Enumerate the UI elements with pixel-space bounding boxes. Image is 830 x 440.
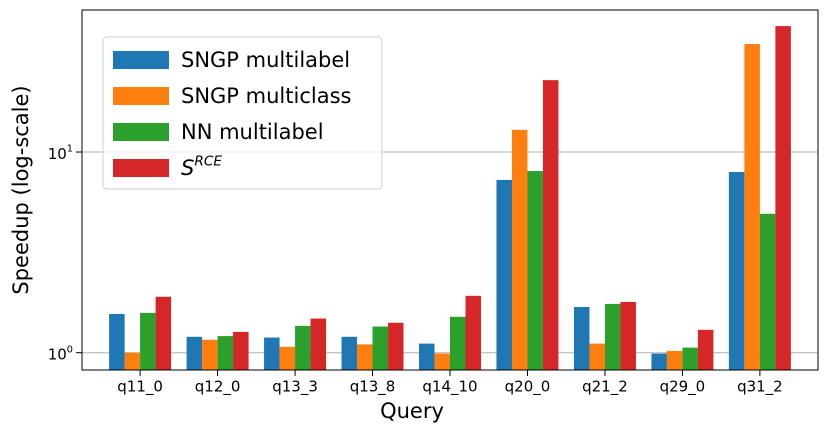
bar xyxy=(775,26,791,370)
legend-swatch xyxy=(113,123,169,141)
bar xyxy=(697,329,714,370)
bar xyxy=(589,343,605,370)
bar xyxy=(295,325,311,370)
bar xyxy=(186,336,203,370)
bar xyxy=(310,318,327,370)
bar xyxy=(124,352,141,370)
x-tick-label: q13_3 xyxy=(272,378,318,397)
y-axis-label: Speedup (log-scale) xyxy=(9,85,33,294)
x-tick-label: q14_10 xyxy=(422,378,477,397)
legend-swatch xyxy=(113,87,169,105)
bar xyxy=(202,339,218,370)
bar xyxy=(372,326,389,370)
bar xyxy=(496,179,512,370)
bar xyxy=(759,213,776,370)
plot-frame xyxy=(81,9,819,371)
bar xyxy=(357,344,373,370)
x-tick-label: q12_0 xyxy=(195,378,241,397)
bar xyxy=(744,44,760,370)
bar xyxy=(388,322,404,370)
bar xyxy=(682,347,698,370)
y-tick-label: 101 xyxy=(48,144,73,163)
x-axis-label: Query xyxy=(380,399,444,423)
x-tick-label: q20_0 xyxy=(505,378,551,397)
bar xyxy=(155,296,172,370)
y-tick-label: 100 xyxy=(48,344,73,363)
legend-label: SRCE xyxy=(181,153,222,180)
bar xyxy=(279,346,296,370)
bar xyxy=(604,303,621,370)
bar xyxy=(264,337,280,370)
bar xyxy=(728,172,745,370)
x-tick-label: q29_0 xyxy=(660,378,706,397)
bar xyxy=(666,350,683,370)
bar xyxy=(620,301,636,370)
bar xyxy=(419,343,435,370)
bar xyxy=(542,80,559,370)
x-tick-label: q13_8 xyxy=(350,378,396,397)
bar xyxy=(450,316,466,370)
bar xyxy=(140,312,156,370)
legend-label: NN multilabel xyxy=(181,120,324,144)
legend-label: SNGP multilabel xyxy=(181,48,350,72)
bar xyxy=(233,331,249,370)
legend-box xyxy=(102,36,383,190)
bar xyxy=(527,171,543,370)
legend-label: SNGP multiclass xyxy=(181,84,351,108)
bar xyxy=(465,295,481,370)
bar xyxy=(573,306,590,370)
bar xyxy=(511,129,528,370)
bar xyxy=(341,336,358,370)
bar xyxy=(651,353,667,370)
x-tick-label: q21_2 xyxy=(582,378,628,397)
bar xyxy=(109,313,125,370)
bar xyxy=(434,353,450,370)
x-tick-label: q31_2 xyxy=(737,378,783,397)
legend-swatch xyxy=(113,159,169,177)
legend-swatch xyxy=(113,51,169,69)
x-tick-label: q11_0 xyxy=(117,378,163,397)
bar xyxy=(217,336,234,370)
